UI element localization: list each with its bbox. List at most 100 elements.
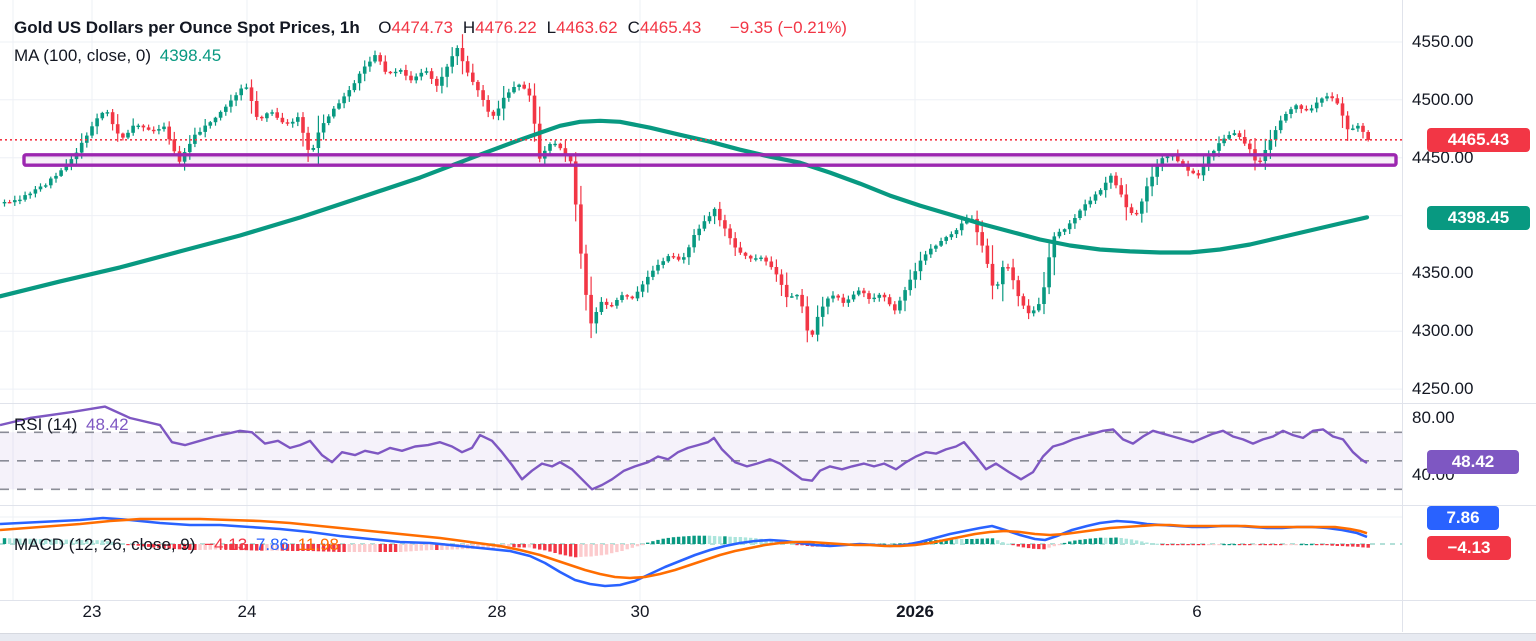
pane-separator-rsi[interactable] — [0, 403, 1536, 404]
candlestick-series — [2, 34, 1370, 343]
candle-body — [959, 223, 964, 231]
histogram-bar — [296, 544, 300, 551]
candle-body — [831, 295, 835, 299]
candle-body — [347, 90, 352, 97]
candle-body — [1361, 125, 1365, 132]
candle-body — [558, 143, 563, 149]
candle-body — [1129, 207, 1134, 213]
histogram-bar — [311, 544, 315, 552]
candle-body — [795, 294, 799, 297]
histogram-bar — [1068, 541, 1072, 544]
candle-body — [198, 131, 202, 135]
candle-body — [1320, 98, 1324, 103]
histogram-bar — [1268, 544, 1273, 546]
histogram-bar — [1104, 537, 1108, 544]
candle-body — [1330, 96, 1334, 99]
histogram-bar — [445, 544, 449, 550]
candle-body — [1278, 120, 1283, 131]
histogram-bar — [100, 540, 104, 544]
candle-body — [121, 133, 125, 138]
histogram-bar — [33, 538, 38, 544]
histogram-bar — [486, 544, 490, 549]
candle-body — [640, 284, 645, 292]
histogram-bar — [131, 544, 135, 546]
candle-body — [784, 284, 789, 298]
candle-body — [43, 185, 48, 187]
candle-body — [301, 117, 305, 133]
candle-body — [1217, 143, 1221, 151]
candle-body — [1026, 305, 1031, 314]
histogram-bar — [69, 539, 74, 544]
histogram-bar — [543, 544, 547, 551]
candle-body — [368, 61, 372, 67]
histogram-bar — [1309, 544, 1314, 546]
candle-body — [260, 116, 264, 119]
candle-body — [213, 117, 218, 123]
candle-body — [1140, 201, 1144, 214]
candle-body — [445, 66, 449, 77]
histogram-bar — [697, 535, 701, 544]
histogram-bar — [23, 538, 27, 544]
histogram-bar — [584, 544, 588, 557]
candle-body — [1088, 200, 1093, 205]
histogram-bar — [574, 544, 578, 558]
candle-body — [1073, 218, 1077, 224]
price-tick-label: 4550.00 — [1412, 32, 1474, 51]
candle-body — [1268, 139, 1273, 150]
candle-body — [265, 113, 269, 119]
candle-body — [620, 295, 624, 300]
support-zone — [22, 153, 1398, 167]
candle-body — [774, 267, 779, 275]
candle-body — [496, 108, 501, 116]
candle-body — [234, 95, 238, 101]
candle-body — [517, 84, 521, 87]
histogram-bar — [1170, 544, 1175, 546]
histogram-bar — [975, 538, 979, 544]
histogram-bar — [1340, 544, 1345, 547]
histogram-bar — [1212, 544, 1216, 546]
candle-body — [1001, 267, 1005, 285]
macd-hist-value: −4.13 — [204, 535, 248, 554]
histogram-bar — [136, 544, 140, 546]
histogram-bar — [85, 540, 89, 544]
candle-body — [18, 199, 22, 202]
histogram-bar — [507, 544, 511, 548]
histogram-bar — [172, 544, 176, 549]
histogram-bar — [676, 536, 681, 544]
histogram-bar — [244, 544, 249, 551]
symbol-legend[interactable]: Gold US Dollars per Ounce Spot Prices, 1… — [14, 17, 847, 39]
histogram-bar — [157, 544, 161, 548]
histogram-bar — [1263, 544, 1267, 546]
candle-body — [419, 72, 424, 77]
histogram-bar — [152, 544, 156, 548]
histogram-bar — [1150, 543, 1154, 545]
candle-body — [1335, 98, 1340, 104]
candle-body — [1289, 109, 1293, 114]
candle-body — [1165, 156, 1170, 159]
candle-body — [49, 178, 53, 186]
candle-body — [507, 92, 511, 98]
pane-separator-macd[interactable] — [0, 505, 1536, 506]
candle-body — [1083, 204, 1087, 211]
candle-body — [28, 193, 32, 196]
rsi-legend[interactable]: RSI (14) 48.42 — [14, 414, 129, 436]
histogram-bar — [188, 544, 192, 550]
rsi-label: RSI (14) — [14, 415, 78, 434]
ma-legend[interactable]: MA (100, close, 0) 4398.45 — [14, 45, 221, 67]
candle-body — [1237, 133, 1242, 137]
candle-body — [383, 61, 388, 72]
ohlc-letter: C — [627, 18, 640, 37]
histogram-bar — [604, 544, 609, 555]
histogram-bar — [1243, 544, 1247, 546]
candle-body — [59, 170, 63, 176]
histogram-bar — [1001, 542, 1005, 544]
histogram-bar — [388, 544, 393, 552]
macd-label: MACD (12, 26, close, 9) — [14, 535, 196, 554]
histogram-bar — [568, 544, 573, 557]
candle-body — [362, 66, 367, 74]
ohlc-letter: O — [378, 18, 392, 37]
macd-legend[interactable]: MACD (12, 26, close, 9) −4.13 7.86 11.98 — [14, 534, 339, 556]
candle-body — [568, 156, 573, 162]
histogram-bar — [1176, 544, 1180, 546]
